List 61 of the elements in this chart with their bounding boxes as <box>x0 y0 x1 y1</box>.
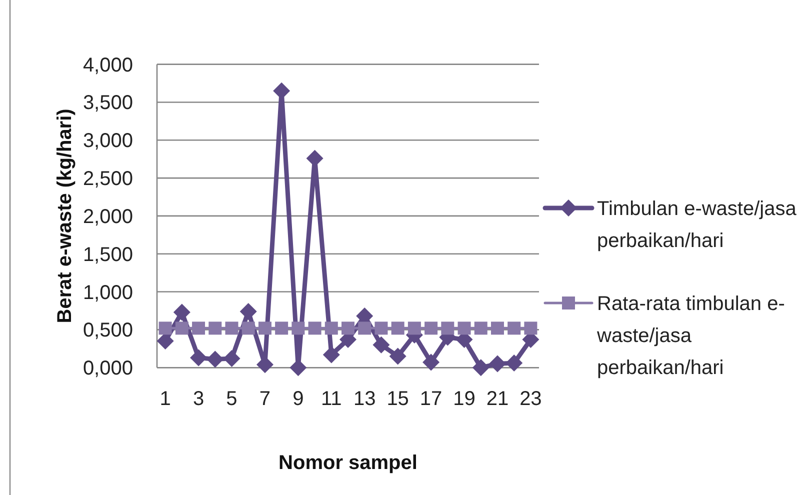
point <box>342 322 354 335</box>
y-tick-label: 3,500 <box>82 92 133 114</box>
point <box>474 322 488 335</box>
point <box>156 332 174 350</box>
y-tick-label: 2,000 <box>82 206 133 228</box>
point <box>524 322 538 335</box>
x-tick-label: 5 <box>226 388 238 410</box>
point <box>223 350 240 367</box>
point <box>240 302 257 320</box>
x-tick-label: 3 <box>192 388 204 410</box>
point <box>324 322 338 335</box>
point <box>192 322 206 335</box>
point <box>508 322 521 335</box>
y-tick-label: 0,500 <box>82 320 133 342</box>
x-tick-label: 17 <box>420 388 442 410</box>
x-tick-label: 13 <box>353 388 376 410</box>
x-tick-label: 21 <box>486 388 509 410</box>
y-tick-label: 4,000 <box>82 54 133 76</box>
point <box>422 354 440 371</box>
point <box>208 322 222 335</box>
point <box>372 336 390 354</box>
y-tick-label: 1,000 <box>82 282 133 304</box>
point <box>408 322 421 335</box>
x-axis-title: Nomor sampel <box>278 452 418 474</box>
point <box>441 322 454 335</box>
point <box>258 322 272 335</box>
point <box>275 322 288 335</box>
legend-label: Timbulan e-waste/jasa perbaikan/hari <box>597 198 798 252</box>
point <box>472 359 490 376</box>
point <box>292 322 305 335</box>
y-tick-label: 3,000 <box>82 130 133 152</box>
point <box>158 322 172 335</box>
point <box>458 322 471 335</box>
point <box>242 322 255 335</box>
y-tick-label: 1,500 <box>82 244 133 266</box>
point <box>322 346 340 364</box>
point <box>490 322 504 335</box>
point <box>206 350 224 368</box>
y-axis-title: Berat e-waste (kg/hari) <box>54 108 76 324</box>
point <box>391 322 404 335</box>
point <box>488 355 506 372</box>
x-tick-label: 1 <box>160 388 171 410</box>
point <box>175 322 188 335</box>
y-tick-label: 2,500 <box>82 168 133 190</box>
x-tick-label: 19 <box>453 388 476 410</box>
point <box>358 322 372 335</box>
point <box>173 304 190 321</box>
legend-label: Rata-rata timbulan e-waste/jasa perbaikan/hari <box>596 293 785 379</box>
x-tick-label: 9 <box>292 388 304 410</box>
x-tick-label: 7 <box>259 388 271 410</box>
point <box>190 349 208 366</box>
y-tick-label: 0,000 <box>82 358 133 380</box>
point <box>225 322 238 335</box>
point <box>374 322 388 335</box>
x-tick-label: 23 <box>520 388 542 410</box>
point <box>506 354 523 372</box>
x-tick-label: 11 <box>321 388 342 410</box>
point <box>424 322 438 335</box>
point <box>389 348 406 365</box>
x-tick-label: 15 <box>386 388 409 410</box>
point <box>308 322 322 335</box>
